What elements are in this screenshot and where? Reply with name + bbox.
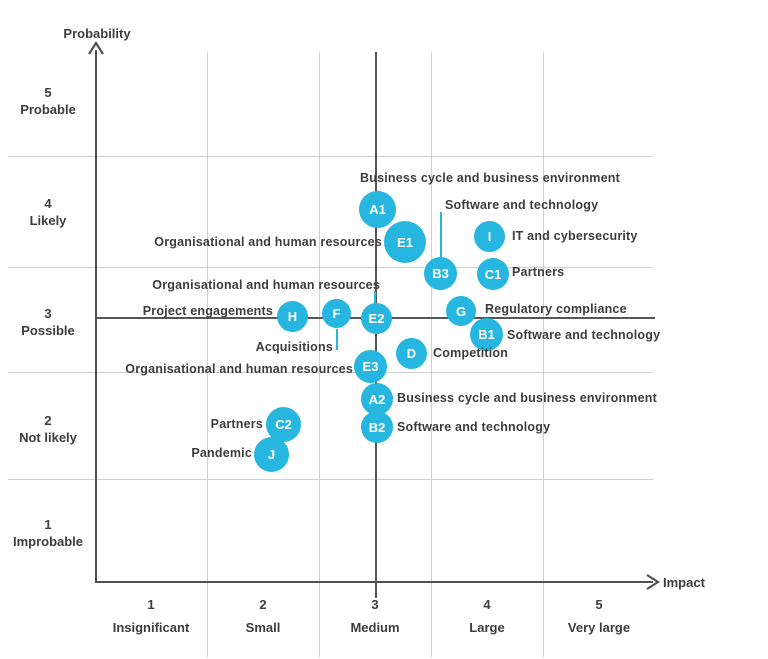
risk-bubble-b1-id: B1 [478,327,495,342]
y-tick-4-value: 4 [44,196,52,211]
y-axis-title: Probability [63,26,131,41]
y-tick-2-name: Not likely [19,430,77,445]
x-axis-title: Impact [663,575,705,590]
risk-bubble-f-id: F [332,306,341,321]
point-label-e2: Organisational and human resources [152,278,380,292]
connector-f [336,329,338,350]
y-tick-1: 1 Improbable [6,516,90,550]
risk-bubble-e1-id: E1 [397,234,413,250]
risk-bubble-c1: C1 [477,258,509,290]
risk-bubble-d-id: D [406,346,417,361]
risk-bubble-a2: A2 [361,383,393,415]
risk-bubble-b2-id: B2 [368,419,386,435]
risk-bubble-b1: B1 [470,318,503,351]
point-label-f: Acquisitions [255,340,333,354]
x-tick-1-value: 1 [147,597,155,612]
x-tick-3-name: Medium [350,620,400,635]
risk-bubble-e1: E1 [384,221,426,263]
point-label-a1: Business cycle and business environment [360,171,620,185]
x-tick-4-name: Large [469,620,505,635]
x-tick-1: 1 Insignificant [95,596,207,636]
risk-bubble-a2-id: A2 [368,391,386,407]
y-tick-5: 5 Probable [6,84,90,118]
risk-bubble-e2-id: E2 [368,311,385,326]
gridline-horizontal [8,372,653,373]
point-label-c2: Partners [210,417,263,431]
y-tick-5-value: 5 [44,85,52,100]
gridline-horizontal [8,267,653,268]
gridline-vertical [207,52,208,657]
point-label-j: Pandemic [191,446,252,460]
point-label-g: Regulatory compliance [485,302,627,316]
y-tick-4: 4 Likely [6,195,90,229]
y-tick-4-name: Likely [29,213,67,228]
risk-bubble-c1-id: C1 [484,266,502,282]
point-label-i: IT and cybersecurity [512,229,638,243]
gridline-horizontal [8,156,653,157]
x-axis-arrow-icon [646,574,660,590]
risk-bubble-g: G [446,296,476,326]
x-tick-1-name: Insignificant [112,620,190,635]
risk-bubble-j-id: J [267,447,276,462]
x-tick-2-name: Small [245,620,281,635]
point-label-b3: Software and technology [445,198,599,212]
risk-bubble-b2: B2 [361,411,393,443]
risk-bubble-c2: C2 [266,407,301,442]
y-axis-arrow-icon [88,40,104,55]
point-label-e3: Organisational and human resources [125,362,353,376]
x-tick-2-value: 2 [259,597,267,612]
y-tick-1-name: Improbable [12,534,84,549]
y-tick-3-value: 3 [44,306,52,321]
risk-bubble-c2-id: C2 [275,417,292,432]
x-tick-4: 4 Large [431,596,543,636]
y-tick-1-value: 1 [44,517,52,532]
gridline-horizontal [8,479,653,480]
risk-bubble-e2: E2 [361,303,392,334]
risk-bubble-a1-id: A1 [369,202,386,217]
x-tick-2: 2 Small [207,596,319,636]
y-axis-line [95,50,97,583]
y-tick-5-name: Probable [20,102,76,117]
x-tick-3-value: 3 [371,597,379,612]
point-label-h: Project engagements [142,304,273,318]
risk-bubble-e3: E3 [354,350,387,383]
risk-bubble-e3-id: E3 [362,359,379,374]
risk-bubble-i: I [474,221,505,252]
y-tick-2-value: 2 [44,413,52,428]
risk-bubble-f: F [322,299,351,328]
risk-bubble-h: H [277,301,308,332]
x-tick-3: 3 Medium [319,596,431,636]
risk-bubble-j: J [254,437,289,472]
point-label-b1: Software and technology [507,328,661,342]
connector-b3 [440,212,442,258]
y-tick-2: 2 Not likely [6,412,90,446]
point-label-c1: Partners [512,265,565,279]
x-tick-5-name: Very large [567,620,631,635]
risk-bubble-g-id: G [455,303,467,319]
y-tick-3: 3 Possible [6,305,90,339]
risk-bubble-h-id: H [287,309,298,324]
x-axis-line [95,581,653,583]
risk-bubble-b3: B3 [424,257,457,290]
y-tick-3-name: Possible [21,323,75,338]
connector-e2 [374,291,376,304]
gridline-vertical [319,52,320,657]
gridline-vertical [543,52,544,657]
x-tick-4-value: 4 [483,597,491,612]
point-label-d: Competition [433,346,509,360]
point-label-b2: Software and technology [397,420,551,434]
gridline-vertical [431,52,432,657]
x-tick-5-value: 5 [595,597,603,612]
point-label-a2: Business cycle and business environment [397,391,657,405]
point-label-e1: Organisational and human resources [154,235,382,249]
risk-bubble-i-id: I [487,229,492,244]
risk-bubble-b3-id: B3 [432,266,449,281]
x-tick-5: 5 Very large [543,596,655,636]
risk-bubble-a1: A1 [359,191,396,228]
risk-bubble-d: D [396,338,427,369]
